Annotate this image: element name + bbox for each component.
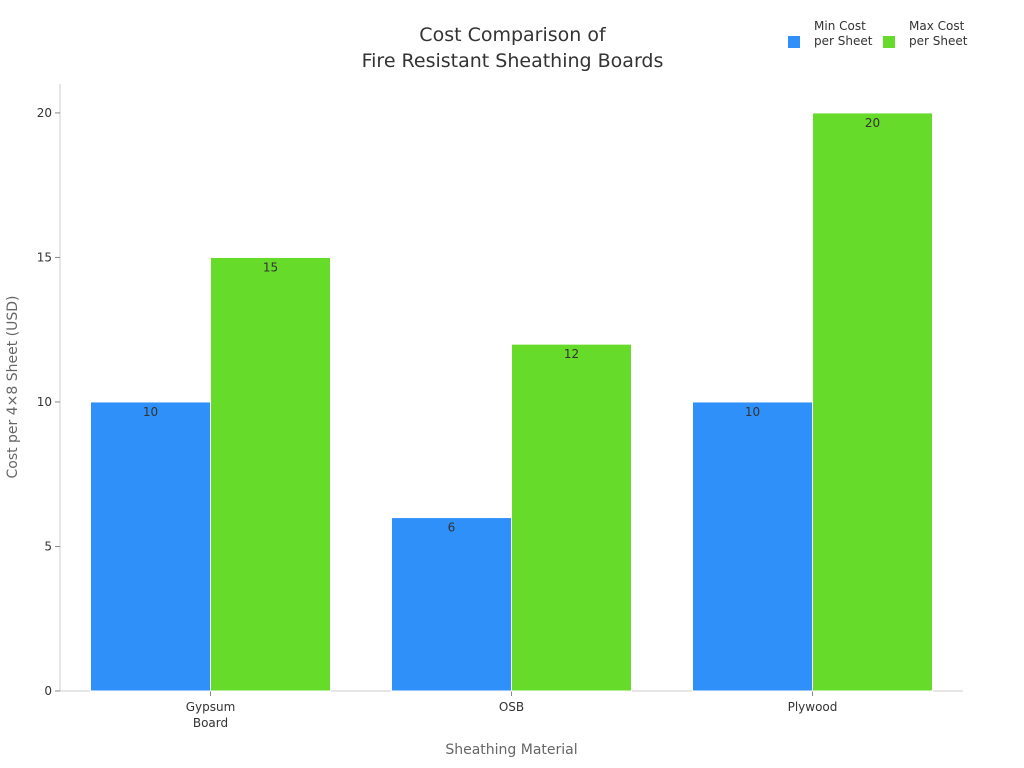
data-label: 20 bbox=[865, 116, 880, 130]
data-label: 12 bbox=[564, 347, 579, 361]
data-label: 6 bbox=[448, 521, 456, 535]
data-label: 10 bbox=[745, 405, 760, 419]
bar-min bbox=[391, 517, 512, 692]
bar-max bbox=[812, 112, 933, 692]
x-axis-label: Sheathing Material bbox=[445, 742, 578, 758]
y-tick-label: 0 bbox=[44, 684, 52, 698]
bar-max bbox=[210, 256, 331, 692]
x-tick-label: OSB bbox=[499, 700, 524, 714]
legend-swatch-max bbox=[883, 36, 895, 48]
chart-title: Cost Comparison of Fire Resistant Sheath… bbox=[361, 24, 664, 72]
y-axis-label: Cost per 4×8 Sheet (USD) bbox=[5, 295, 21, 479]
y-tick-label: 15 bbox=[37, 250, 52, 264]
x-tick-label: Gypsum Board bbox=[186, 700, 236, 730]
x-tick-label: Plywood bbox=[788, 700, 838, 714]
legend-swatch-min bbox=[788, 36, 800, 48]
bar-min bbox=[90, 401, 211, 692]
y-tick-label: 5 bbox=[44, 539, 52, 553]
data-label: 15 bbox=[263, 260, 278, 274]
y-tick-label: 20 bbox=[37, 106, 52, 120]
bar-min bbox=[692, 401, 813, 692]
y-tick-label: 10 bbox=[37, 395, 52, 409]
bar-max bbox=[511, 343, 632, 692]
data-label: 10 bbox=[143, 405, 158, 419]
legend-label-max: Max Cost per Sheet bbox=[909, 19, 968, 48]
legend-label-min: Min Cost per Sheet bbox=[814, 19, 873, 48]
